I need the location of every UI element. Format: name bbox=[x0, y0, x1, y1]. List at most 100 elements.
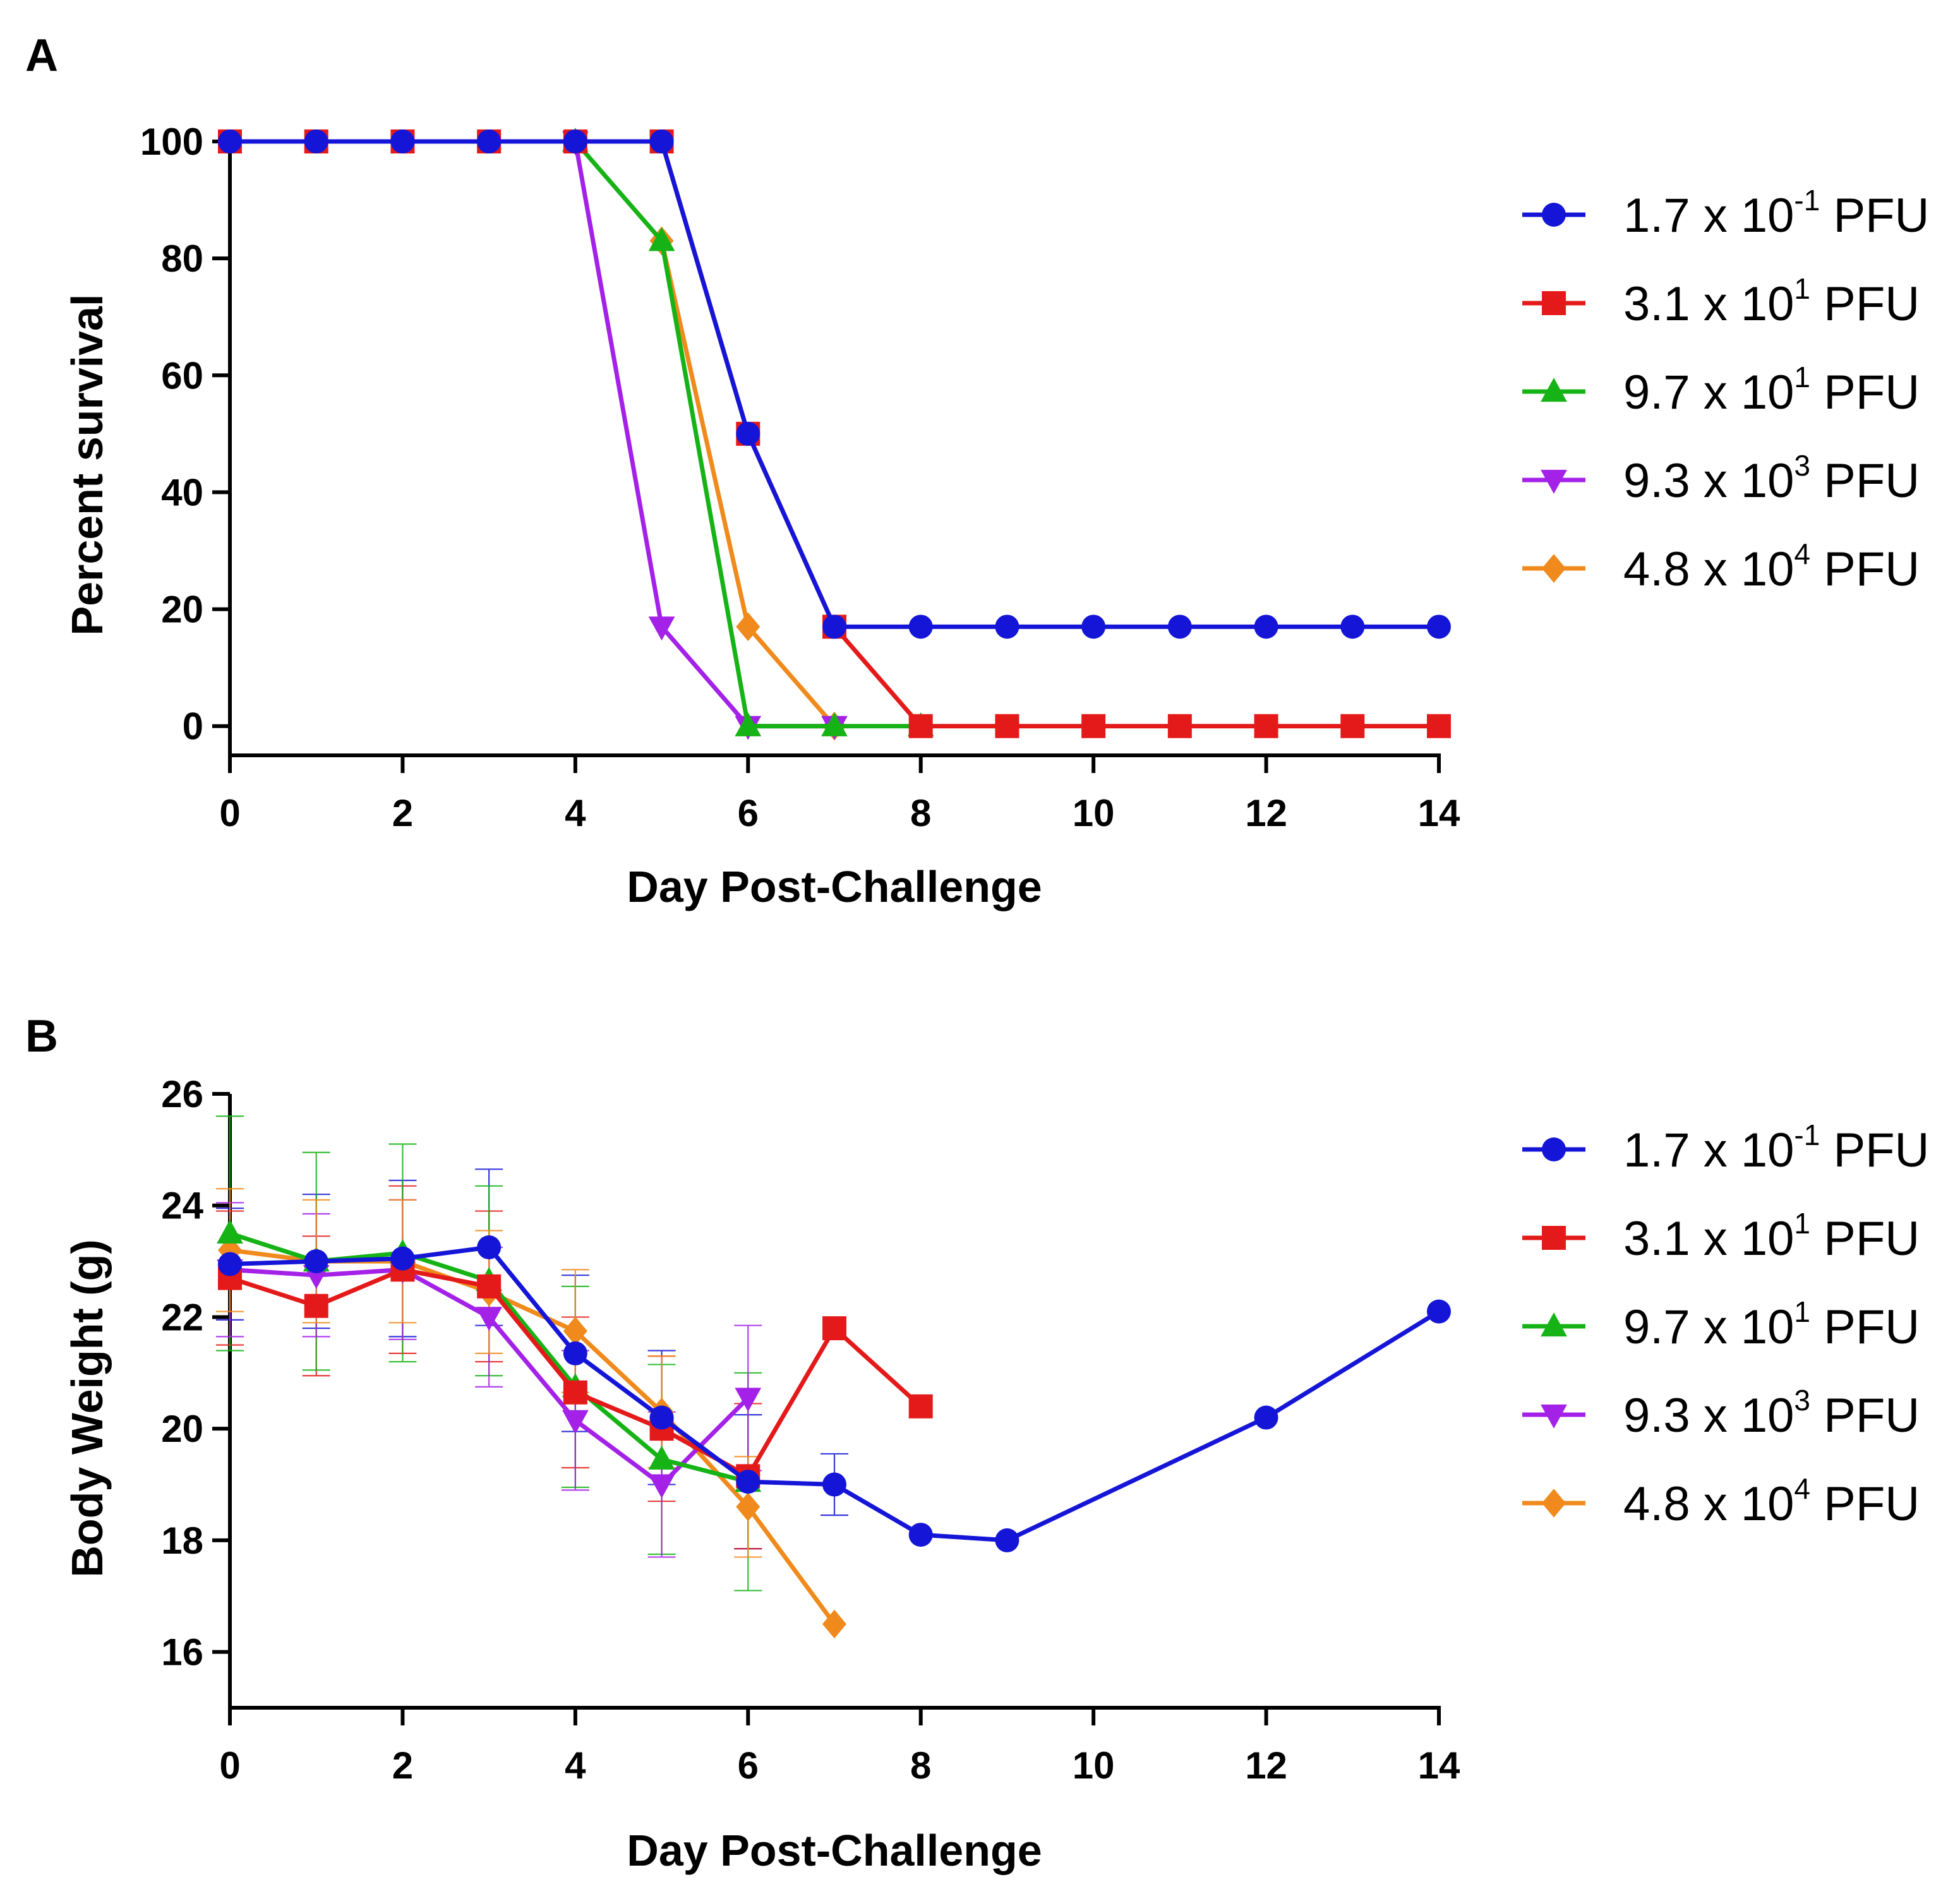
survival-x-tick-label: 14 bbox=[1418, 792, 1460, 834]
survival-data-point bbox=[1081, 615, 1106, 639]
weight-legend-marker bbox=[1542, 1137, 1566, 1161]
weight-data-point bbox=[648, 1445, 675, 1470]
survival-legend-label: 3.1 x 101 PFU bbox=[1623, 272, 1920, 331]
survival-data-point bbox=[390, 129, 415, 153]
weight-data-point bbox=[563, 1341, 587, 1365]
weight-data-point bbox=[217, 1220, 243, 1244]
weight-data-point bbox=[304, 1249, 328, 1274]
survival-data-point bbox=[304, 129, 328, 153]
weight-x-tick-label: 14 bbox=[1418, 1744, 1460, 1787]
survival-y-tick-label: 0 bbox=[183, 705, 203, 748]
survival-data-point bbox=[218, 129, 242, 153]
survival-data-point bbox=[908, 714, 933, 738]
weight-y-tick-label: 18 bbox=[161, 1520, 203, 1562]
panel-b-letter: B bbox=[25, 1011, 58, 1062]
weight-x-tick-label: 0 bbox=[219, 1744, 240, 1787]
survival-legend-marker bbox=[1542, 554, 1566, 583]
survival-legend-label: 1.7 x 10-1 PFU bbox=[1623, 184, 1929, 243]
weight-data-point bbox=[477, 1235, 502, 1259]
weight-legend-item: 4.8 x 104 PFU bbox=[1522, 1472, 1920, 1531]
survival-data-point bbox=[477, 129, 502, 153]
survival-data-point bbox=[995, 714, 1019, 738]
survival-data-point bbox=[649, 129, 674, 153]
survival-y-axis-title: Percent survival bbox=[63, 294, 112, 636]
survival-x-tick-label: 0 bbox=[219, 792, 240, 834]
survival-legend-item: 1.7 x 10-1 PFU bbox=[1522, 184, 1929, 243]
survival-legend-marker bbox=[1541, 378, 1567, 402]
weight-x-tick-label: 2 bbox=[392, 1744, 413, 1787]
survival-data-point bbox=[648, 616, 675, 641]
weight-legend-item: 1.7 x 10-1 PFU bbox=[1522, 1118, 1929, 1177]
weight-legend-label: 3.1 x 101 PFU bbox=[1623, 1207, 1920, 1266]
weight-data-point bbox=[822, 1472, 846, 1497]
survival-x-tick-label: 4 bbox=[565, 792, 586, 834]
survival-legend-label: 9.7 x 101 PFU bbox=[1623, 361, 1920, 419]
survival-x-tick-label: 2 bbox=[392, 792, 413, 834]
weight-legend-marker bbox=[1541, 1404, 1567, 1429]
weight-data-point bbox=[822, 1316, 846, 1341]
survival-data-point bbox=[1167, 615, 1192, 639]
weight-data-point bbox=[390, 1246, 415, 1271]
weight-legend-marker bbox=[1542, 1226, 1566, 1250]
weight-legend-label: 9.3 x 103 PFU bbox=[1623, 1384, 1920, 1442]
survival-data-point bbox=[1254, 615, 1278, 639]
survival-data-point bbox=[822, 615, 846, 639]
survival-y-tick-label: 100 bbox=[140, 121, 203, 163]
survival-y-tick-label: 20 bbox=[161, 589, 203, 631]
survival-legend-item: 3.1 x 101 PFU bbox=[1522, 272, 1920, 331]
weight-x-tick-label: 8 bbox=[910, 1744, 931, 1787]
weight-data-point bbox=[1427, 1299, 1451, 1324]
survival-data-point bbox=[1427, 615, 1451, 639]
survival-y-tick-label: 80 bbox=[161, 237, 203, 280]
survival-x-tick-label: 10 bbox=[1073, 792, 1115, 834]
weight-data-point bbox=[218, 1252, 242, 1276]
weight-y-tick-label: 20 bbox=[161, 1408, 203, 1450]
weight-data-point bbox=[908, 1523, 933, 1547]
survival-legend-item: 9.3 x 103 PFU bbox=[1522, 449, 1920, 508]
weight-x-tick-label: 10 bbox=[1073, 1744, 1115, 1787]
weight-data-point bbox=[995, 1528, 1019, 1552]
survival-data-point bbox=[735, 712, 762, 736]
weight-legend-label: 4.8 x 104 PFU bbox=[1623, 1472, 1920, 1531]
survival-legend-label: 4.8 x 104 PFU bbox=[1623, 537, 1920, 596]
weight-legend-marker bbox=[1541, 1312, 1567, 1337]
weight-legend-label: 9.7 x 101 PFU bbox=[1623, 1295, 1920, 1354]
weight-data-point bbox=[304, 1293, 328, 1318]
weight-data-point bbox=[477, 1274, 502, 1298]
survival-legend-label: 9.3 x 103 PFU bbox=[1623, 449, 1920, 508]
survival-y-tick-label: 40 bbox=[161, 471, 203, 513]
survival-x-tick-label: 12 bbox=[1245, 792, 1287, 834]
survival-data-point bbox=[1167, 714, 1192, 738]
weight-legend-label: 1.7 x 10-1 PFU bbox=[1623, 1118, 1929, 1177]
survival-data-point bbox=[1340, 615, 1365, 639]
weight-data-point bbox=[648, 1474, 675, 1499]
weight-data-point bbox=[735, 1388, 762, 1412]
survival-chart: 0 2 4 6 8 10 12 14 0 20 40 60 80 100 Day Post-Challeng… bbox=[63, 121, 1929, 911]
weight-legend-item: 3.1 x 101 PFU bbox=[1522, 1207, 1920, 1266]
weight-x-axis-title: Day Post-Challenge bbox=[627, 1826, 1042, 1875]
weight-data-point bbox=[1254, 1405, 1278, 1430]
survival-data-point bbox=[736, 612, 761, 642]
weight-x-tick-label: 6 bbox=[738, 1744, 759, 1787]
survival-legend-item: 9.7 x 101 PFU bbox=[1522, 361, 1920, 419]
weight-data-point bbox=[476, 1307, 503, 1331]
survival-y-tick-label: 60 bbox=[161, 354, 203, 397]
weight-legend-marker bbox=[1542, 1489, 1566, 1518]
survival-legend-item: 4.8 x 104 PFU bbox=[1522, 537, 1920, 596]
weight-data-point bbox=[908, 1394, 933, 1418]
weight-legend-item: 9.3 x 103 PFU bbox=[1522, 1384, 1920, 1442]
survival-data-point bbox=[563, 129, 587, 153]
weight-data-point bbox=[563, 1380, 587, 1405]
weight-y-tick-label: 22 bbox=[161, 1296, 203, 1338]
weight-y-tick-label: 16 bbox=[161, 1631, 203, 1674]
weight-data-point bbox=[736, 1470, 761, 1494]
survival-data-point bbox=[1254, 714, 1278, 738]
survival-data-point bbox=[995, 615, 1019, 639]
survival-data-point bbox=[1081, 714, 1106, 738]
survival-data-point bbox=[908, 615, 933, 639]
weight-y-tick-label: 24 bbox=[161, 1185, 203, 1227]
weight-x-tick-label: 12 bbox=[1245, 1744, 1287, 1787]
survival-x-tick-label: 8 bbox=[910, 792, 931, 834]
survival-legend-marker bbox=[1542, 203, 1566, 227]
